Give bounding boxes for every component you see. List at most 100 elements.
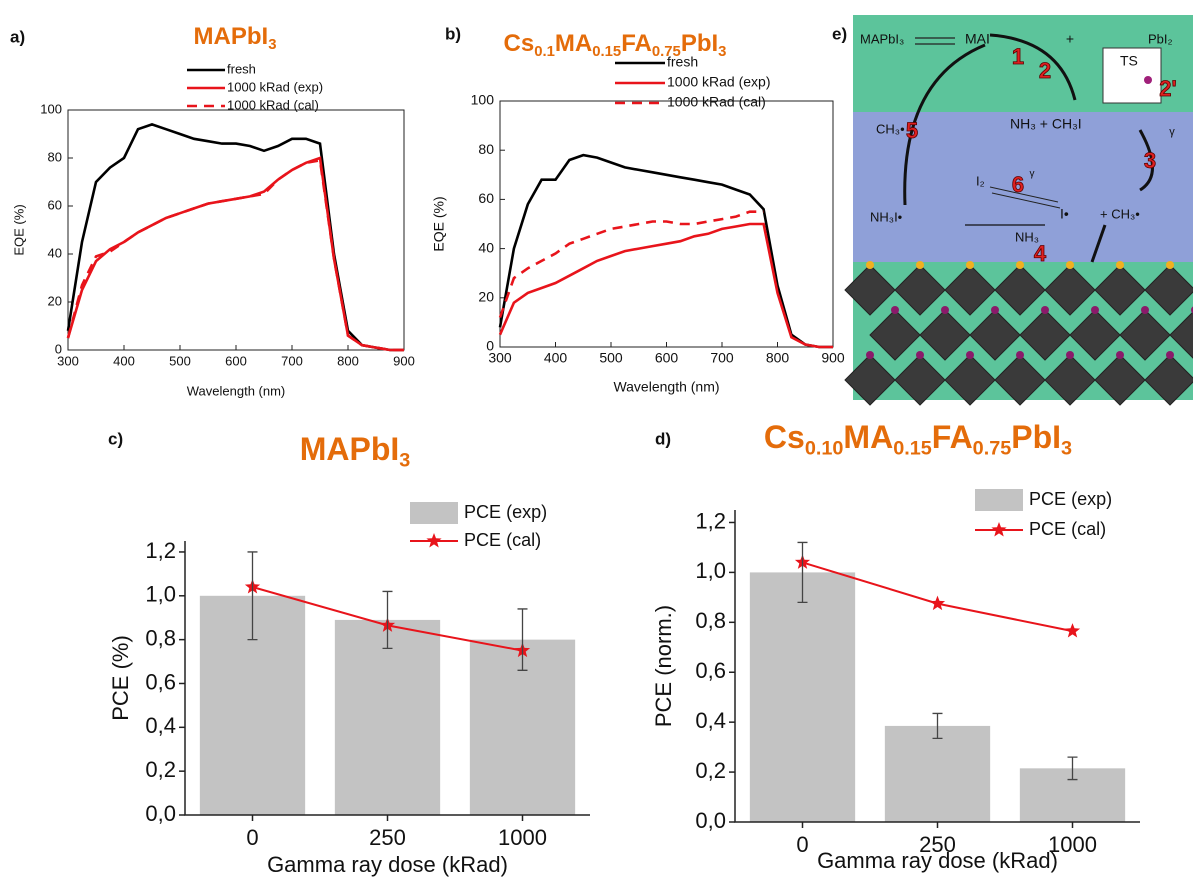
scheme-label: I• — [1060, 206, 1069, 222]
atom — [1066, 351, 1074, 359]
scheme-label: CH₃• — [876, 121, 905, 136]
legend-label: fresh — [667, 54, 698, 70]
panel-label: e) — [832, 24, 847, 43]
y-tick-label: 1,2 — [695, 508, 726, 533]
y-tick-label: 20 — [48, 293, 62, 308]
error-bar — [247, 551, 258, 641]
octahedron — [994, 354, 1046, 406]
chart-title: MAPbI3 — [300, 431, 411, 471]
arrow-2 — [989, 33, 1077, 101]
scheme-label: γ — [1169, 126, 1175, 138]
x-axis-label: Wavelength (nm) — [613, 379, 719, 395]
legend-label: 1000 kRad (exp) — [227, 79, 323, 94]
atom — [916, 351, 924, 359]
title-subscript: 0.1 — [534, 44, 555, 60]
octahedron — [1094, 354, 1146, 406]
y-tick-label: 60 — [478, 190, 494, 206]
x-tick-label: 500 — [169, 353, 191, 368]
atom — [1041, 306, 1049, 314]
x-tick-label: 0 — [246, 825, 258, 850]
scheme-label: MAPbI₃ — [860, 31, 904, 46]
atom — [1066, 261, 1074, 269]
y-tick-label: 60 — [48, 197, 62, 212]
octahedron — [844, 354, 896, 406]
legend-label: PCE (cal) — [1029, 519, 1106, 539]
arrow-4b — [1090, 224, 1107, 263]
title-part: FA — [621, 30, 652, 57]
atom — [966, 351, 974, 359]
x-tick-label: 600 — [225, 353, 247, 368]
octahedron — [969, 309, 1021, 361]
atom — [916, 261, 924, 269]
error-bar — [932, 712, 943, 740]
x-tick-label: 250 — [369, 825, 406, 850]
octahedron — [919, 309, 971, 361]
x-tick-label: 900 — [821, 350, 845, 366]
y-tick-label: 40 — [478, 239, 494, 255]
title-part: MAPbI — [194, 23, 269, 50]
octahedron — [1094, 264, 1146, 316]
title-subscript: 0.15 — [893, 438, 932, 460]
y-tick-label: 20 — [478, 289, 494, 305]
step-number: 4 — [1034, 241, 1047, 266]
x-tick-label: 800 — [766, 350, 790, 366]
title-subscript: 0.10 — [805, 438, 844, 460]
panel-label: c) — [108, 429, 123, 448]
legend-label: 1000 kRad (cal) — [667, 94, 766, 110]
atom — [1116, 261, 1124, 269]
step-number: 2 — [1039, 58, 1051, 83]
error-bar — [382, 590, 393, 650]
y-tick-label: 0,0 — [145, 801, 176, 826]
atom — [991, 306, 999, 314]
legend-label: PCE (cal) — [464, 530, 541, 550]
crystal-structure — [844, 261, 1193, 406]
atom — [1116, 351, 1124, 359]
bar — [334, 619, 441, 815]
scheme-label: PbI₂ — [1148, 31, 1173, 46]
scheme-label: NH₃ — [1015, 229, 1039, 244]
y-tick-label: 0,4 — [695, 708, 726, 733]
x-tick-label: 800 — [337, 353, 359, 368]
title-part: PbI — [1011, 419, 1061, 455]
scheme-label: NH₃I• — [870, 209, 903, 224]
atom — [1091, 306, 1099, 314]
chart-title: Cs0.10MA0.15FA0.75PbI3 — [764, 419, 1072, 459]
equilibrium-arrow — [915, 37, 955, 45]
series-line — [498, 222, 833, 349]
x-tick-label: 0 — [796, 832, 808, 857]
title-part: MA — [555, 30, 592, 57]
error-bar — [797, 541, 808, 604]
scheme-label: NH₃ + CH₃I — [1010, 116, 1082, 132]
x-tick-label: 700 — [710, 350, 734, 366]
panel-label: a) — [10, 27, 25, 46]
title-subscript: 3 — [268, 37, 276, 53]
legend-swatch — [975, 489, 1023, 511]
step-number: 1 — [1012, 44, 1024, 69]
title-part: FA — [932, 419, 973, 455]
atom — [866, 351, 874, 359]
octahedron — [869, 309, 921, 361]
title-part: PbI — [681, 30, 718, 57]
star-marker — [1064, 623, 1081, 638]
x-tick-label: 700 — [281, 353, 303, 368]
octahedron — [1044, 264, 1096, 316]
x-tick-label: 300 — [488, 350, 512, 366]
title-part: MAPbI — [300, 431, 400, 467]
series-line — [66, 158, 404, 352]
atom — [1016, 351, 1024, 359]
atom — [941, 306, 949, 314]
y-axis-label: EQE (%) — [431, 196, 447, 251]
title-part: Cs — [504, 30, 535, 57]
panel-label: d) — [655, 429, 671, 448]
y-tick-label: 1,2 — [145, 538, 176, 563]
y-tick-label: 0,6 — [695, 658, 726, 683]
reaction-scheme — [844, 15, 1193, 406]
atom — [1166, 261, 1174, 269]
octahedron — [944, 354, 996, 406]
bar — [749, 572, 856, 822]
y-axis-label: PCE (norm.) — [651, 605, 676, 727]
x-tick-label: 900 — [393, 353, 415, 368]
y-tick-label: 80 — [48, 149, 62, 164]
x-axis-label: Gamma ray dose (kRad) — [817, 848, 1058, 873]
title-subscript: 3 — [399, 450, 410, 472]
